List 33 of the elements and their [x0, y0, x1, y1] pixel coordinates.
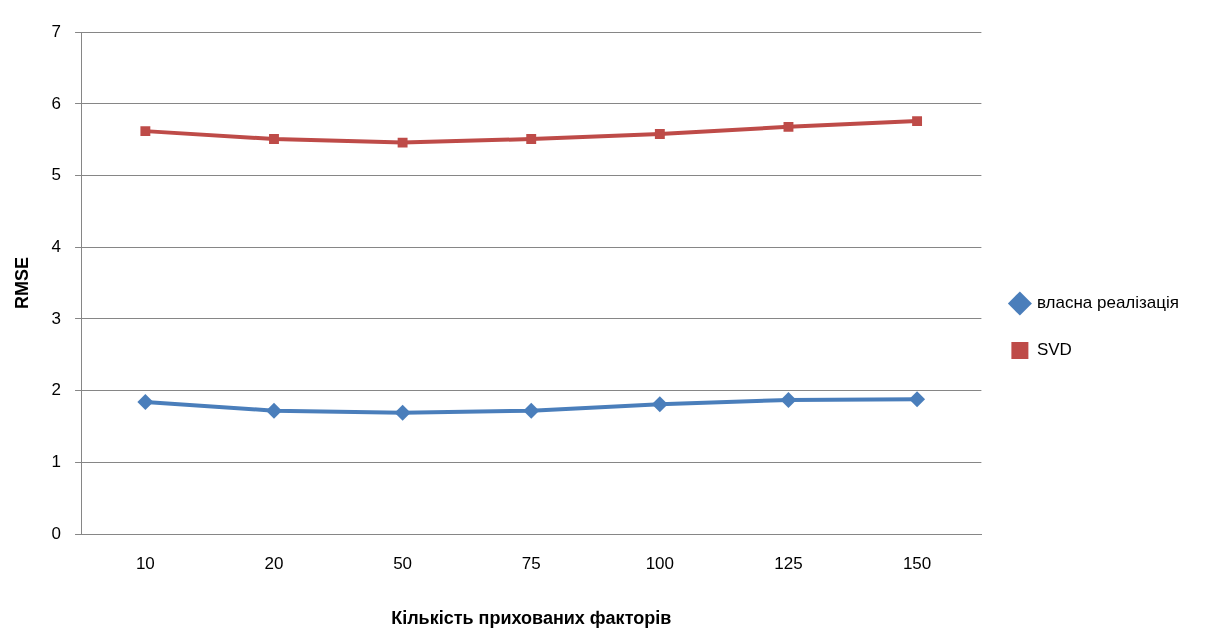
- y-tick-label: 6: [51, 93, 62, 113]
- point: [397, 137, 408, 148]
- point: [909, 391, 926, 408]
- y-tick-label: 1: [51, 452, 62, 471]
- y-axis-title: RMSE: [11, 257, 32, 310]
- point: [651, 396, 668, 413]
- legend-label: власна реалізація: [1036, 293, 1179, 313]
- y-tick-label: 4: [51, 236, 62, 256]
- x-tick-label: 10: [135, 553, 155, 573]
- x-tick-label: 50: [393, 553, 413, 573]
- x-tick-label: 150: [902, 553, 932, 573]
- x-tick-label: 100: [645, 553, 675, 573]
- x-tick-label: 125: [774, 553, 803, 573]
- y-tick-label: 0: [51, 523, 62, 543]
- y-tick-label: 2: [51, 380, 62, 400]
- point: [269, 134, 279, 144]
- point: [137, 394, 154, 411]
- y-tick-label: 7: [51, 21, 62, 41]
- y-tick-label: 3: [51, 308, 62, 328]
- point: [140, 126, 151, 137]
- x-axis-title: Кількість прихованих факторів: [391, 608, 672, 629]
- point: [394, 404, 411, 421]
- x-tick-label: 75: [521, 553, 541, 573]
- y-tick-label: 5: [51, 165, 62, 185]
- point: [523, 402, 540, 419]
- x-tick-label: 20: [264, 553, 284, 573]
- legend-label: SVD: [1036, 340, 1072, 360]
- point: [654, 129, 665, 139]
- point: [265, 402, 282, 419]
- point: [526, 134, 537, 144]
- point: [783, 121, 794, 132]
- point: [912, 116, 923, 127]
- point: [780, 391, 797, 408]
